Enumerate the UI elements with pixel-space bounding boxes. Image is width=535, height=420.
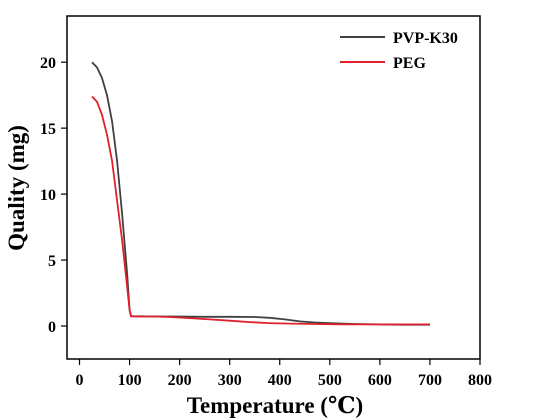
series-line-peg	[91, 95, 430, 326]
series-line-pvp-k30	[91, 61, 430, 326]
x-tick-label: 0	[76, 372, 84, 389]
x-tick-label: 700	[418, 372, 442, 389]
series-layer	[91, 61, 430, 326]
x-tick-label: 800	[468, 372, 492, 389]
x-tick-label: 500	[318, 372, 342, 389]
y-tick-label: 15	[40, 121, 56, 138]
x-tick-label: 300	[218, 372, 242, 389]
x-axis-ticks: 0 100 200 300 400 500 600 700 800	[76, 359, 492, 389]
legend-label: PEG	[393, 55, 426, 72]
x-tick-label: 100	[118, 372, 142, 389]
y-tick-label: 0	[48, 319, 56, 336]
x-tick-label: 600	[368, 372, 392, 389]
y-tick-label: 10	[40, 187, 56, 204]
x-tick-label: 400	[268, 372, 292, 389]
y-axis-ticks: 0 5 10 15 20	[40, 55, 67, 336]
y-tick-label: 5	[48, 253, 56, 270]
y-axis-title: Quality (mg)	[4, 125, 29, 251]
legend-label: PVP-K30	[393, 30, 458, 47]
legend: PVP-K30 PEG	[340, 30, 458, 72]
y-tick-label: 20	[40, 55, 56, 72]
x-axis-title: Temperature (℃)	[187, 393, 363, 418]
plot-area	[66, 15, 481, 360]
x-tick-label: 200	[168, 372, 192, 389]
